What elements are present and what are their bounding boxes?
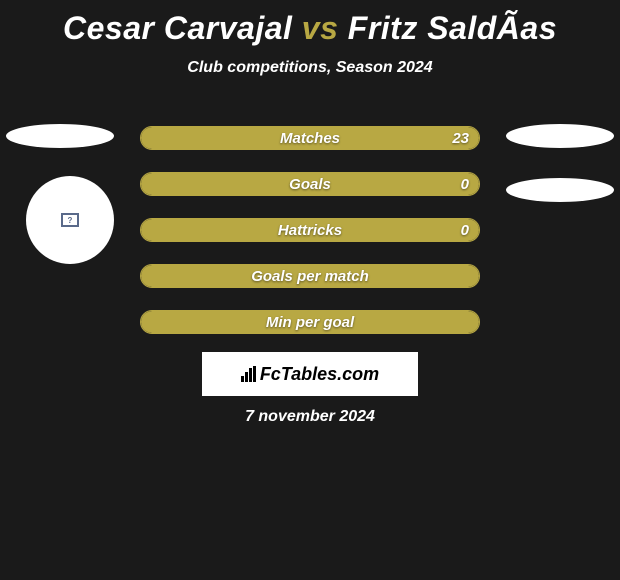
stat-bar-value: 0 bbox=[461, 219, 469, 241]
stat-bar-label: Matches bbox=[141, 127, 479, 149]
player-avatar-circle: ? bbox=[26, 176, 114, 264]
stat-bar: Goals0 bbox=[140, 172, 480, 196]
stat-bar-value: 23 bbox=[452, 127, 469, 149]
bar-chart-icon bbox=[241, 366, 256, 382]
player1-name: Cesar Carvajal bbox=[63, 10, 292, 46]
placeholder-ellipse-right-top bbox=[506, 124, 614, 148]
subtitle: Club competitions, Season 2024 bbox=[0, 59, 620, 77]
stat-bars: Matches23Goals0Hattricks0Goals per match… bbox=[140, 126, 480, 356]
date-text: 7 november 2024 bbox=[0, 408, 620, 426]
placeholder-ellipse-left-top bbox=[6, 124, 114, 148]
stat-bar-value: 0 bbox=[461, 173, 469, 195]
comparison-title: Cesar Carvajal vs Fritz SaldÃas bbox=[0, 0, 620, 47]
stat-bar: Hattricks0 bbox=[140, 218, 480, 242]
placeholder-ellipse-right-bottom bbox=[506, 178, 614, 202]
player2-name: Fritz SaldÃas bbox=[348, 10, 557, 46]
stat-bar-label: Goals bbox=[141, 173, 479, 195]
stat-bar-label: Hattricks bbox=[141, 219, 479, 241]
missing-image-icon: ? bbox=[61, 213, 79, 227]
stat-bar-label: Goals per match bbox=[141, 265, 479, 287]
stat-bar-label: Min per goal bbox=[141, 311, 479, 333]
stat-bar: Matches23 bbox=[140, 126, 480, 150]
vs-text: vs bbox=[302, 10, 339, 46]
logo-text: FcTables.com bbox=[260, 364, 379, 385]
stat-bar: Goals per match bbox=[140, 264, 480, 288]
logo-box: FcTables.com bbox=[202, 352, 418, 396]
stat-bar: Min per goal bbox=[140, 310, 480, 334]
logo: FcTables.com bbox=[241, 364, 379, 385]
